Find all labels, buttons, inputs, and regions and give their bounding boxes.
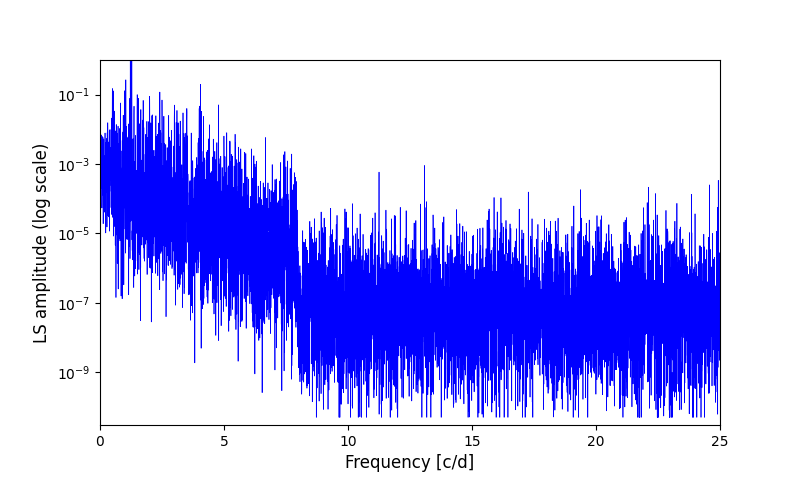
- X-axis label: Frequency [c/d]: Frequency [c/d]: [346, 454, 474, 472]
- Y-axis label: LS amplitude (log scale): LS amplitude (log scale): [34, 142, 51, 342]
